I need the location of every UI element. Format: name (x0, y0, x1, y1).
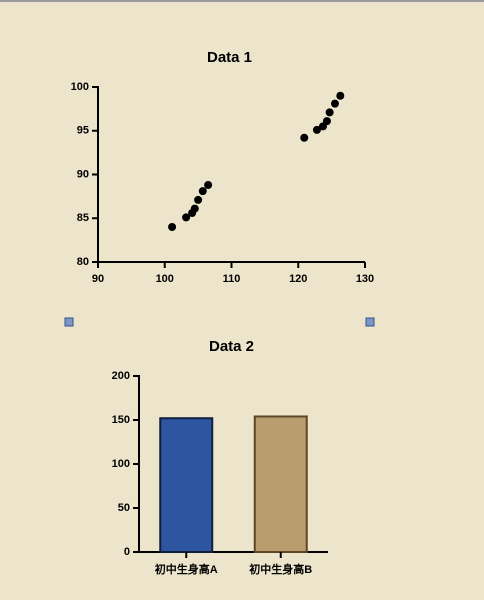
x-tick-label: 120 (289, 273, 307, 285)
chart-title: Data 2 (209, 338, 254, 355)
y-tick-label: 0 (124, 546, 130, 558)
point (182, 213, 191, 222)
y-tick-label: 90 (77, 168, 89, 180)
point (190, 204, 199, 213)
point (330, 99, 339, 108)
x-tick-label: 初中生身高A (155, 562, 218, 576)
y-tick-label: 100 (71, 81, 89, 93)
point (322, 117, 331, 126)
y-tick-label: 200 (112, 370, 130, 382)
x-tick-label: 90 (92, 273, 104, 285)
point (168, 223, 177, 231)
y-tick-label: 85 (77, 212, 89, 224)
selection-handle (64, 317, 74, 327)
bar (159, 417, 214, 553)
point (336, 91, 345, 100)
point (312, 125, 321, 134)
point (194, 195, 203, 204)
x-tick-label: 110 (223, 273, 241, 285)
selection-handle (365, 317, 375, 327)
point (204, 181, 213, 189)
y-tick-label: 80 (77, 256, 89, 268)
x-tick-label: 130 (356, 273, 374, 285)
point (300, 133, 309, 142)
y-tick-label: 100 (112, 458, 130, 470)
point (325, 108, 334, 117)
x-tick-label: 100 (156, 273, 174, 285)
y-tick-label: 50 (118, 502, 130, 514)
x-tick-label: 初中生身高B (249, 562, 312, 576)
y-tick-label: 150 (112, 414, 130, 426)
bar (253, 415, 308, 554)
chart-title: Data 1 (207, 49, 252, 66)
point (198, 187, 207, 196)
y-tick-label: 95 (77, 125, 89, 137)
